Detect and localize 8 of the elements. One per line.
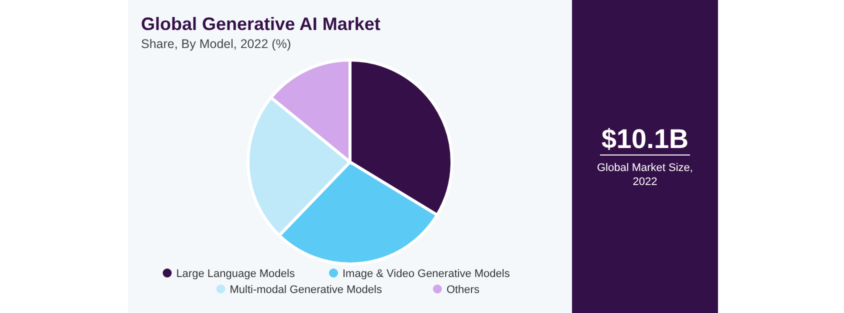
text: $10.1B [601, 124, 689, 154]
chart-title: Global Generative AI Market [141, 14, 380, 34]
legend-label: Multi-modal Generative Models [230, 284, 382, 296]
text: Global Market Size, 2022 [597, 162, 693, 188]
legend-label: Others [446, 284, 480, 296]
chart-subtitle: Share, By Model, 2022 (%) [141, 37, 292, 51]
legend-label: Image & Video Generative Models [342, 268, 510, 280]
legend-label: Large Language Models [176, 268, 296, 280]
